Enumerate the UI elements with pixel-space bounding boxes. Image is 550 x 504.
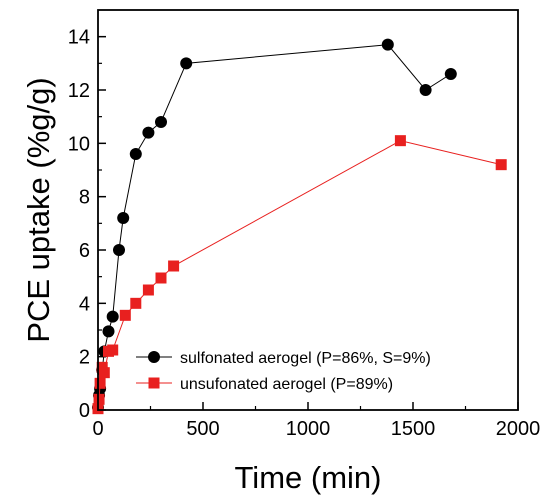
data-point	[94, 377, 106, 389]
y-tick-label: 2	[79, 347, 90, 369]
series-unsulfonated	[92, 135, 507, 415]
data-point	[106, 310, 119, 323]
data-point	[142, 284, 154, 296]
data-point	[180, 57, 193, 70]
x-tick-label: 1000	[286, 418, 331, 440]
data-point	[155, 116, 167, 128]
y-tick-label: 4	[79, 293, 90, 315]
plot-frame	[97, 9, 519, 411]
legend: sulfonated aerogel (P=86%, S=9%) unsufona…	[136, 350, 431, 393]
legend-label: unsufonated aerogel (P=89%)	[180, 376, 393, 393]
data-point	[495, 159, 507, 171]
data-point	[155, 272, 167, 284]
x-axis-title: Time (min)	[235, 460, 382, 495]
y-tick-label: 12	[68, 80, 90, 102]
data-point	[129, 148, 142, 160]
y-tick-label: 6	[79, 240, 90, 262]
data-point	[130, 297, 142, 309]
x-tick-label: 2000	[496, 418, 541, 440]
data-point	[119, 309, 131, 321]
data-point	[113, 244, 125, 256]
data-point	[142, 126, 155, 139]
data-point	[102, 325, 115, 338]
data-point	[419, 84, 432, 96]
y-tick-label: 10	[68, 133, 90, 155]
y-tick-label: 14	[68, 27, 90, 49]
data-point	[168, 260, 180, 272]
data-point	[394, 135, 406, 147]
data-point	[107, 344, 119, 356]
data-point	[444, 68, 457, 80]
legend-marker	[148, 377, 160, 389]
x-tick-label: 0	[92, 418, 103, 440]
data-point	[93, 393, 105, 405]
y-tick-label: 8	[79, 187, 90, 209]
data-point	[381, 38, 394, 51]
x-tick-label: 500	[186, 418, 219, 440]
y-tick-label: 0	[79, 400, 90, 422]
data-point	[98, 367, 110, 379]
data-point	[117, 212, 130, 224]
legend-marker	[148, 351, 160, 363]
y-axis-title: PCE uptake (%g/g)	[21, 77, 56, 342]
axis-ticks: 0 500 1000 1500 2000 0 2 4 6 8 10 12 14	[68, 27, 541, 440]
legend-label: sulfonated aerogel (P=86%, S=9%)	[180, 350, 431, 367]
x-tick-label: 1500	[391, 418, 436, 440]
